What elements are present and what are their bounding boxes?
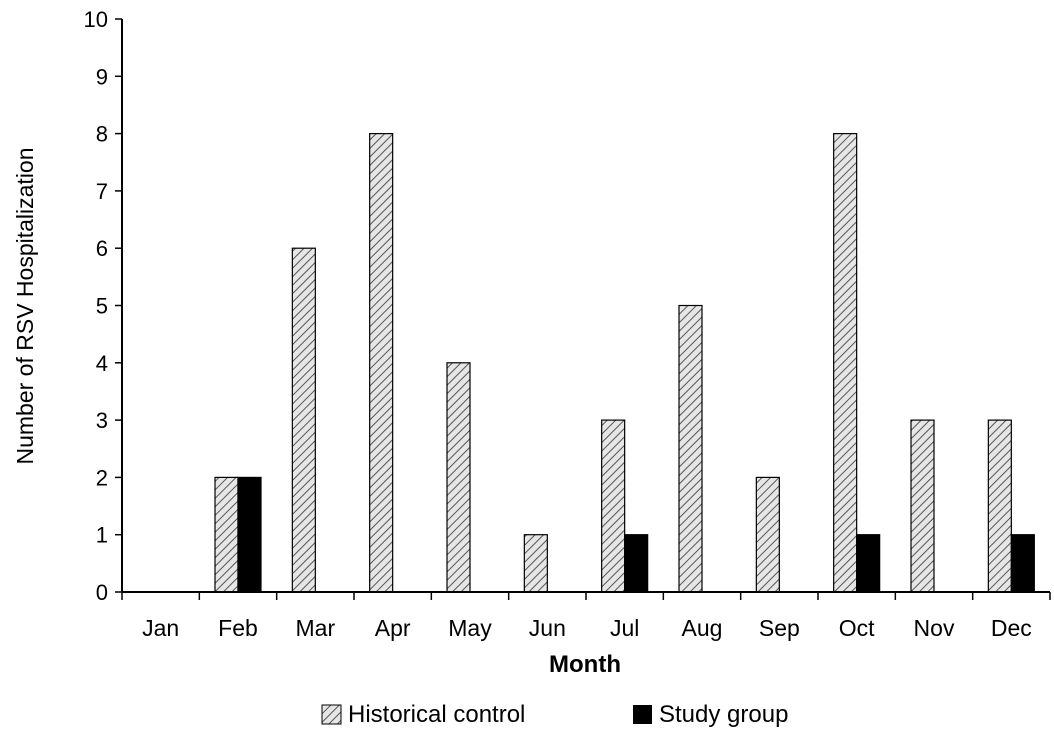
y-tick-label: 8 [96,122,108,147]
legend: Historical control Study group [321,701,788,728]
bar-historical-control [523,534,548,593]
x-axis-ticks: Jan Feb Mar Apr May Jun Jul Aug Sep Oct Nov Dec [142,615,1032,641]
y-tick-label: 7 [96,179,108,204]
y-axis-ticks: 0 1 2 3 4 5 6 7 8 9 10 [84,7,108,605]
bar-historical-control [755,476,780,593]
x-tick-label: Feb [218,615,258,641]
x-tick-label: Oct [839,615,875,641]
legend-swatch-study-group [633,705,652,724]
bar-study-group [1010,534,1035,593]
bar-study-group [856,534,881,593]
bar-historical-control [369,133,394,593]
bar-historical-control [601,419,626,593]
bar-historical-control [910,419,935,593]
x-tick-label: Aug [682,615,723,641]
x-tick-label: Apr [375,615,411,641]
bar-historical-control [833,133,858,593]
legend-label-study-group: Study group [659,701,788,728]
y-tick-label: 10 [84,7,108,32]
x-tick-label: Jan [142,615,179,641]
bar-historical-control [291,247,316,593]
x-tick-label: Jun [529,615,566,641]
y-tick-label: 0 [96,580,108,605]
bar-historical-control [446,362,471,593]
x-tick-label: Sep [759,615,800,641]
x-tick-label: Jul [610,615,639,641]
y-tick-label: 3 [96,408,108,433]
x-tick-label: Mar [296,615,336,641]
axes [115,18,1051,600]
y-tick-label: 9 [96,64,108,89]
legend-label-historical-control: Historical control [348,701,525,728]
y-tick-label: 4 [96,351,108,376]
y-tick-label: 5 [96,294,108,319]
y-tick-label: 2 [96,465,108,490]
bar-historical-control [987,419,1012,593]
x-axis-title: Month [549,651,621,678]
bar-study-group [237,476,262,593]
x-tick-label: Dec [991,615,1032,641]
y-axis-title: Number of RSV Hospitalization [12,147,38,464]
bar-study-group [624,534,649,593]
bars [214,133,1035,593]
legend-swatch-historical-control [321,704,342,725]
x-tick-label: Nov [914,615,955,641]
y-tick-label: 6 [96,236,108,261]
y-tick-label: 1 [96,523,108,548]
x-tick-label: May [448,615,492,641]
bar-historical-control [678,304,703,593]
bar-historical-control [214,476,239,593]
